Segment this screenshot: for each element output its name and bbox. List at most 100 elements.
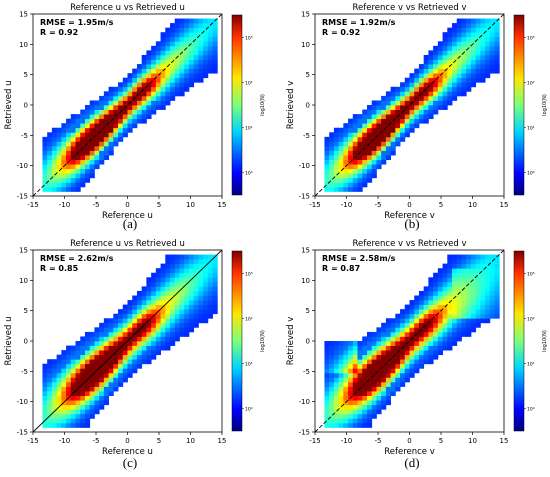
density-cells <box>324 254 500 428</box>
chart-title: Reference v vs Retrieved v <box>353 239 467 249</box>
colorbar-tick-label: 10² <box>245 81 253 87</box>
colorbar-tick-label: 10⁰ <box>527 171 535 177</box>
colorbar-tick-label: 10⁰ <box>245 407 253 413</box>
chart-title: Reference u vs Retrieved u <box>70 239 185 249</box>
x-tick-label: -10 <box>59 201 70 209</box>
x-tick-label: -15 <box>27 437 38 445</box>
colorbar-tick-label: 10³ <box>245 272 253 278</box>
x-tick-label: -15 <box>27 201 38 209</box>
y-axis-label: Retrieved v <box>286 317 296 366</box>
chart-title: Reference u vs Retrieved u <box>70 3 185 13</box>
x-axis-label: Reference u <box>102 211 153 221</box>
x-tick-label: 0 <box>125 201 129 209</box>
colorbar-label: log10(N) <box>542 94 548 116</box>
colorbar-tick-label: 10⁰ <box>245 171 253 177</box>
y-tick-label: -5 <box>21 368 28 376</box>
y-tick-label: 0 <box>24 102 28 110</box>
x-tick-label: 5 <box>157 201 161 209</box>
x-tick-label: 15 <box>218 201 227 209</box>
stats-annotation: R = 0.92 <box>322 28 360 37</box>
stats-annotation: RMSE = 1.95m/s <box>40 18 114 27</box>
y-tick-label: 15 <box>301 11 310 19</box>
y-tick-label: -10 <box>299 398 310 406</box>
y-tick-label: 15 <box>19 11 28 19</box>
y-tick-label: 10 <box>19 41 28 49</box>
colorbar-label: log10(N) <box>260 330 266 352</box>
x-tick-label: -5 <box>375 437 382 445</box>
colorbar-label: log10(N) <box>260 94 266 116</box>
stats-annotation: RMSE = 1.92m/s <box>322 18 396 27</box>
y-tick-label: -15 <box>17 193 28 201</box>
y-tick-label: -15 <box>299 193 310 201</box>
x-tick-label: 5 <box>439 201 443 209</box>
x-tick-label: -5 <box>93 437 100 445</box>
stats-annotation: R = 0.85 <box>40 264 79 273</box>
x-tick-label: 15 <box>218 437 227 445</box>
colorbar-tick-label: 10³ <box>245 36 253 42</box>
x-tick-label: 5 <box>439 437 443 445</box>
chart-panel-2: -15 -10 -5 0 5 10 15 -15 -10 -5 0 5 10 15 Reference v … <box>286 3 548 221</box>
x-tick-label: 10 <box>468 437 477 445</box>
colorbar-tick-label: 10³ <box>527 36 535 42</box>
colorbar-tick-label: 10¹ <box>245 126 253 132</box>
y-tick-label: -15 <box>299 429 310 437</box>
x-tick-label: -15 <box>309 201 320 209</box>
y-tick-label: 15 <box>19 247 28 255</box>
x-tick-label: -10 <box>59 437 70 445</box>
x-axis-label: Reference v <box>384 447 435 457</box>
y-tick-label: 0 <box>306 102 310 110</box>
colorbar-tick-label: 10¹ <box>245 362 253 368</box>
y-axis-label: Retrieved u <box>4 317 14 366</box>
y-tick-label: 5 <box>24 307 28 315</box>
identity-line <box>314 13 505 197</box>
y-tick-label: 0 <box>306 338 310 346</box>
y-tick-label: 10 <box>19 277 28 285</box>
colorbar-tick-label: 10¹ <box>527 126 535 132</box>
colorbar-label: log10(N) <box>542 330 548 352</box>
colorbar-tick-label: 10³ <box>527 272 535 278</box>
y-tick-label: -5 <box>21 132 28 140</box>
y-tick-label: -10 <box>299 162 310 170</box>
stats-annotation: R = 0.92 <box>40 28 78 37</box>
x-tick-label: -5 <box>93 201 100 209</box>
x-tick-label: 0 <box>407 437 411 445</box>
x-tick-label: 0 <box>125 437 129 445</box>
density-cells <box>42 254 218 428</box>
colorbar <box>231 14 243 196</box>
x-tick-label: -5 <box>375 201 382 209</box>
x-tick-label: 15 <box>500 437 509 445</box>
identity-line <box>32 13 223 197</box>
caption-d: (d) <box>404 455 420 470</box>
caption-a: (a) <box>122 216 138 231</box>
colorbar <box>231 250 243 432</box>
x-tick-label: 10 <box>468 201 477 209</box>
x-tick-label: 10 <box>186 201 195 209</box>
y-tick-label: 5 <box>306 71 310 79</box>
x-tick-label: -10 <box>341 201 352 209</box>
y-tick-label: 5 <box>24 71 28 79</box>
colorbar-tick-label: 10² <box>527 81 535 87</box>
caption-c: (c) <box>122 455 138 470</box>
chart-title: Reference v vs Retrieved v <box>353 3 467 13</box>
density-cells <box>42 18 218 192</box>
y-tick-label: 0 <box>24 338 28 346</box>
y-tick-label: 15 <box>301 247 310 255</box>
chart-panel-1: -15 -10 -5 0 5 10 15 -15 -10 -5 0 5 10 15 Reference u … <box>4 3 266 221</box>
stats-annotation: RMSE = 2.58m/s <box>322 254 396 263</box>
x-tick-label: -15 <box>309 437 320 445</box>
x-axis-label: Reference v <box>384 211 435 221</box>
colorbar-tick-label: 10² <box>245 317 253 323</box>
colorbar-tick-label: 10² <box>527 317 535 323</box>
chart-panel-3: -15 -10 -5 0 5 10 15 -15 -10 -5 0 5 10 15 Reference u … <box>4 239 266 457</box>
chart-panel-4: -15 -10 -5 0 5 10 15 -15 -10 -5 0 5 10 15 Reference v … <box>286 239 548 457</box>
x-tick-label: 0 <box>407 201 411 209</box>
identity-line <box>314 249 505 433</box>
caption-b: (b) <box>404 216 420 231</box>
colorbar-tick-label: 10⁰ <box>527 407 535 413</box>
stats-annotation: R = 0.87 <box>322 264 360 273</box>
colorbar <box>513 14 525 196</box>
y-axis-label: Retrieved u <box>4 81 14 130</box>
x-tick-label: -10 <box>341 437 352 445</box>
y-tick-label: -5 <box>303 132 310 140</box>
